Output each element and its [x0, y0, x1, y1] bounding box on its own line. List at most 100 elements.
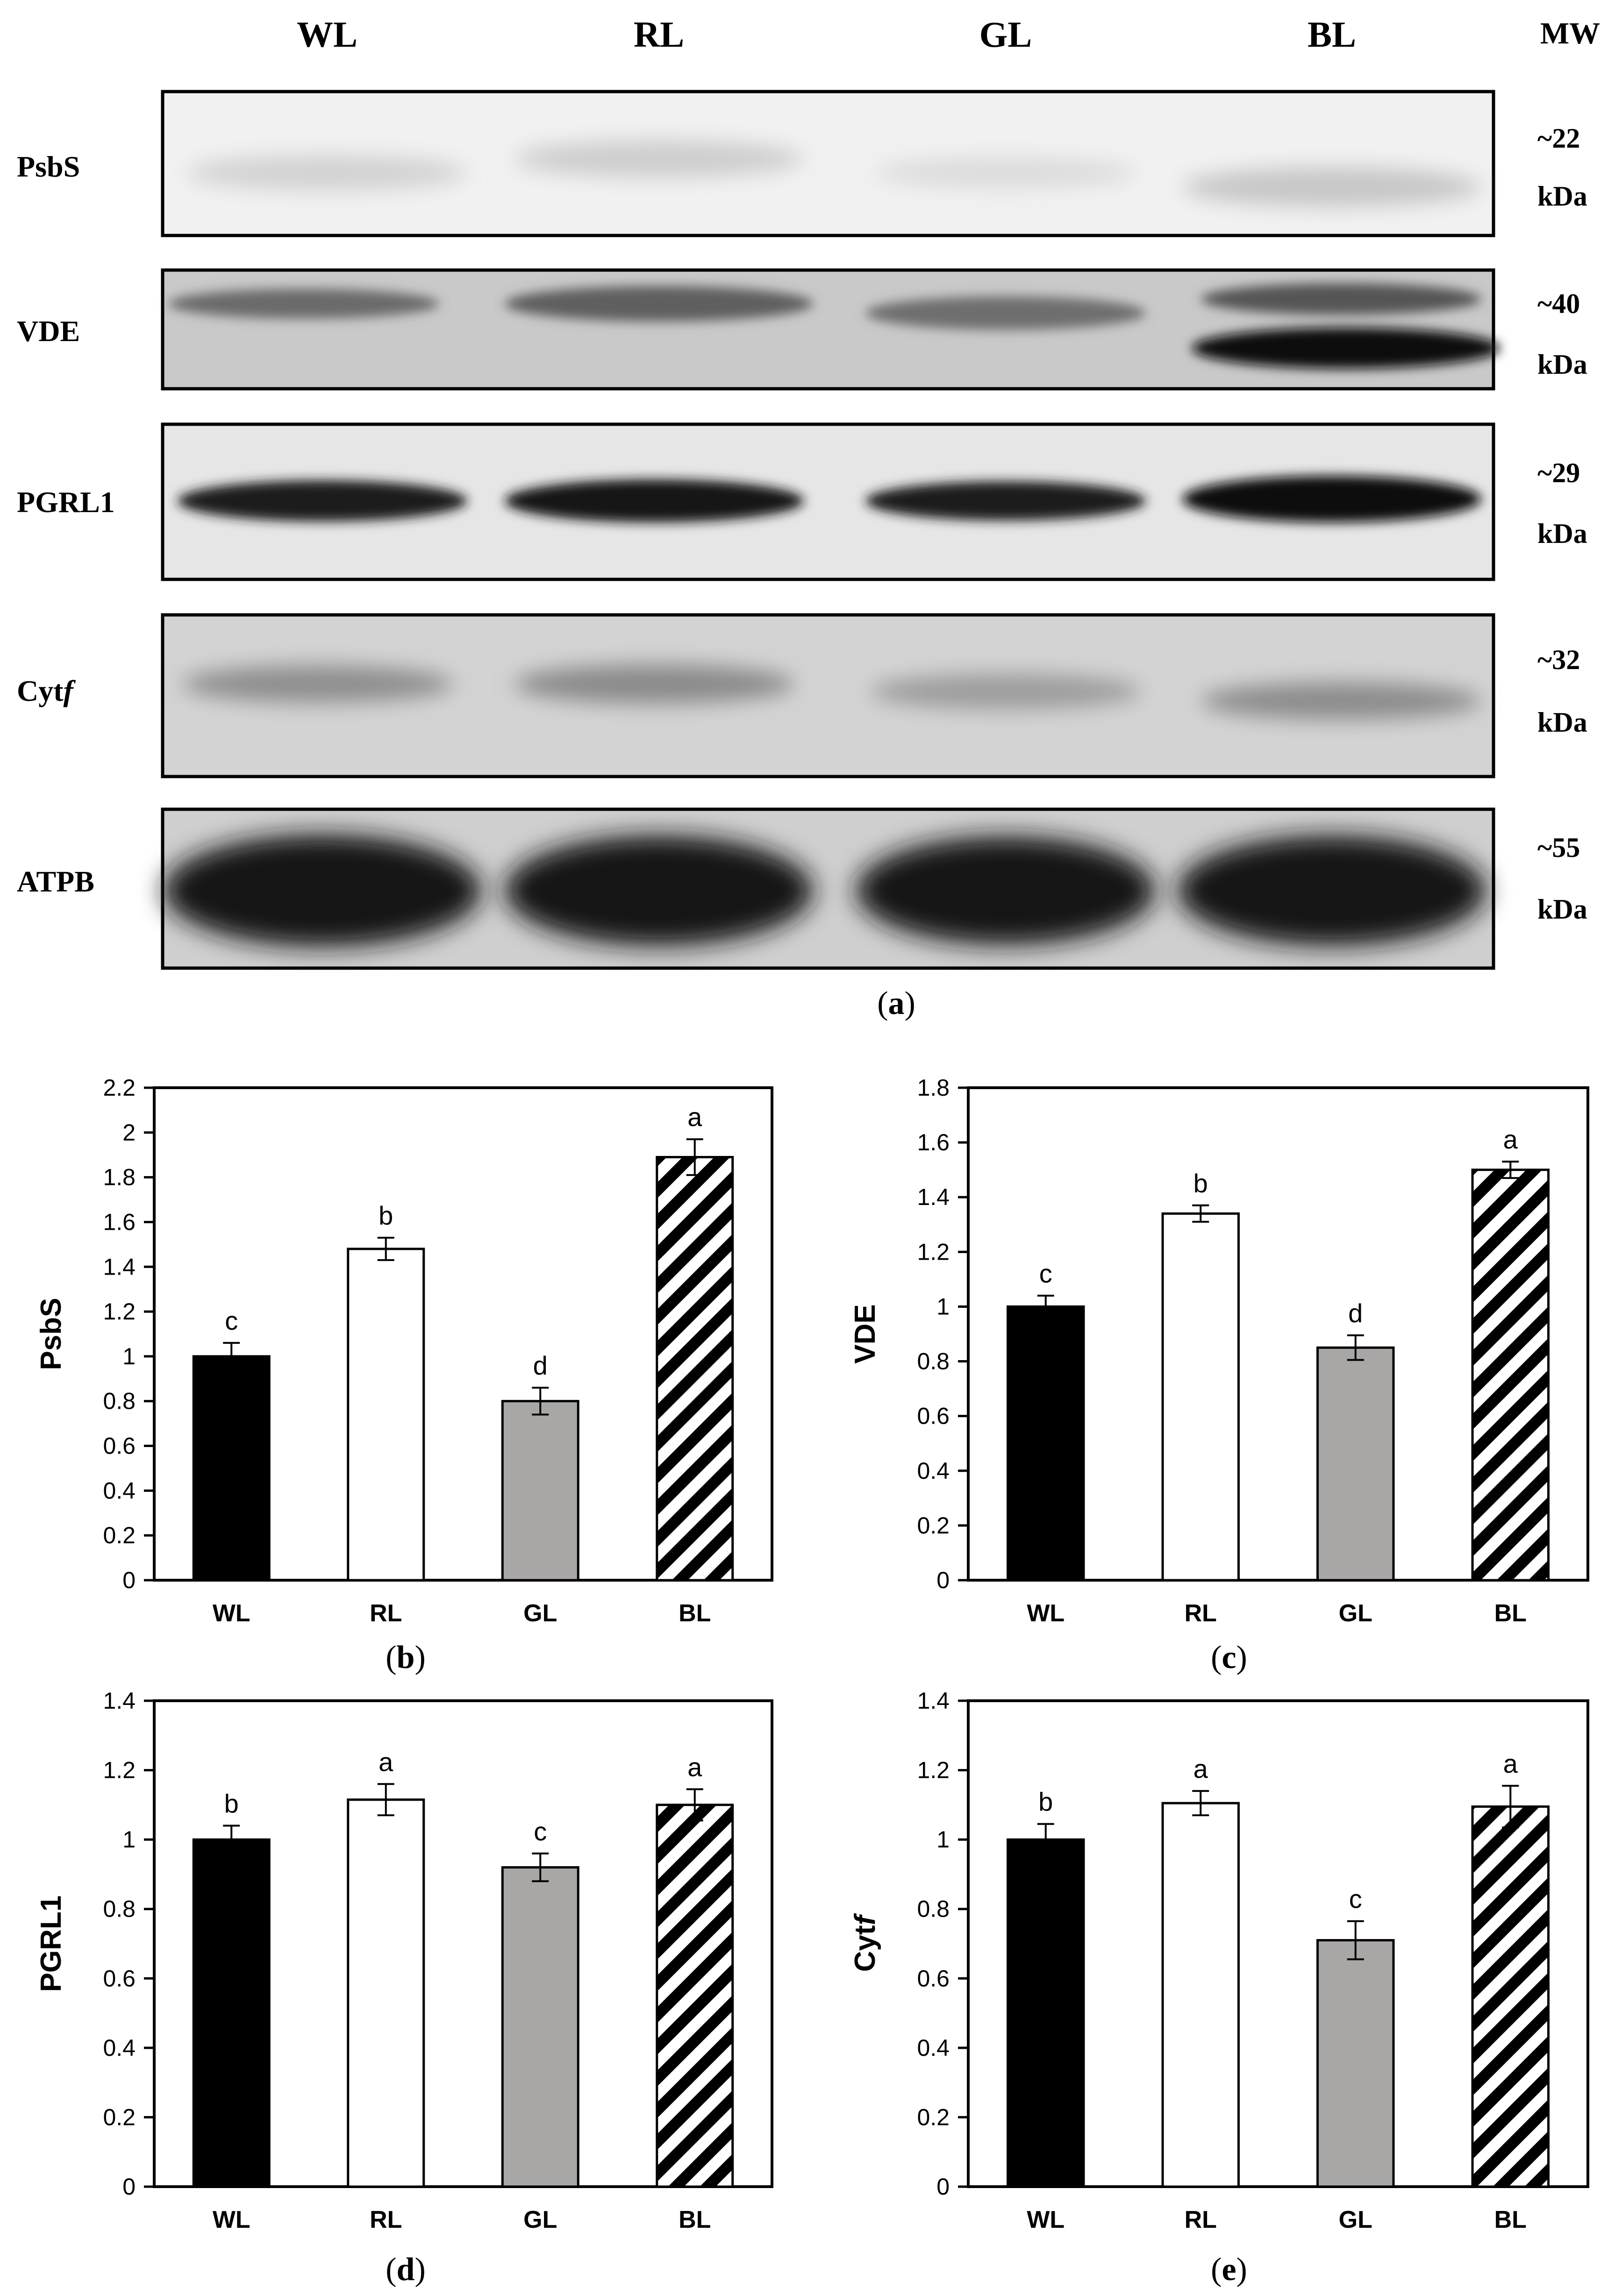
band-wl	[182, 665, 453, 703]
significance-letter: c	[1039, 1259, 1052, 1288]
row-label-atpb: ATPB	[17, 865, 94, 898]
lane-label-bl: BL	[1308, 14, 1356, 55]
x-tick-label: GL	[1339, 2206, 1372, 2233]
x-tick-label: RL	[370, 2206, 402, 2233]
y-axis-title: PGRL1	[35, 1896, 67, 1992]
bar-chart-b: 0 0.2 0.4 0.6 0.8 1 1.2 1.4 1.6 1.8 2 2.2 PsbS c WL b RL…	[35, 1075, 773, 1676]
y-tick-label: 1.2	[917, 1757, 950, 1783]
y-tick-label: 0.6	[917, 1403, 950, 1429]
significance-letter: d	[533, 1351, 548, 1380]
band-gl	[865, 296, 1146, 330]
significance-letter: d	[1348, 1298, 1363, 1328]
y-tick-label: 0.8	[917, 1348, 950, 1375]
y-tick-label: 1	[936, 1293, 950, 1319]
y-tick-label: 0.2	[917, 1512, 950, 1539]
mw-unit-pgrl1: kDa	[1537, 518, 1587, 549]
y-tick-label: 1.8	[103, 1164, 136, 1191]
blot-strip-atpb	[161, 807, 1495, 970]
mw-unit-cytf: kDa	[1537, 707, 1587, 738]
y-tick-label: 0.4	[103, 2035, 136, 2061]
x-tick-label: GL	[523, 1600, 557, 1627]
x-tick-label: GL	[523, 2206, 557, 2233]
bar-rl	[1161, 1802, 1240, 2188]
x-tick-label: WL	[213, 1600, 250, 1627]
y-tick-label: 0.4	[917, 1458, 950, 1484]
bar-bl	[1471, 1805, 1550, 2188]
x-tick-label: BL	[679, 1600, 711, 1627]
y-tick-label: 0.6	[103, 1433, 136, 1459]
band-rl	[514, 140, 804, 178]
band-bl-lower	[1192, 328, 1500, 369]
x-tick-label: WL	[1027, 2206, 1065, 2233]
plot-frame	[153, 1699, 773, 2188]
significance-letter: a	[1193, 1754, 1208, 1783]
blot-strip-vde	[161, 268, 1500, 391]
band-bl	[1178, 835, 1486, 946]
bar-charts-area: 0 0.2 0.4 0.6 0.8 1 1.2 1.4 1.6 1.8 2 2.2 PsbS c WL b RL…	[35, 1075, 1589, 2288]
significance-letter: a	[379, 1747, 393, 1776]
panel-caption-c: (c)	[1211, 1640, 1247, 1676]
x-tick-label: RL	[1185, 1600, 1217, 1627]
row-label-cytf: Cytf	[17, 674, 76, 707]
y-tick-label: 1.4	[917, 1184, 950, 1210]
panel-caption-a: (a)	[877, 985, 915, 1021]
panel-caption-b: (b)	[386, 1640, 426, 1676]
y-tick-label: 0.8	[103, 1896, 136, 1922]
mw-value-cytf: ~32	[1537, 644, 1580, 675]
bar-gl	[1316, 1939, 1395, 2188]
bar-gl	[501, 1866, 579, 2188]
row-label-psbs: PsbS	[17, 150, 80, 183]
bar-wl	[192, 1838, 271, 2188]
x-tick-label: RL	[370, 1600, 402, 1627]
y-tick-label: 1.6	[917, 1129, 950, 1155]
mw-unit-atpb: kDa	[1537, 894, 1587, 925]
significance-letter: b	[379, 1201, 393, 1230]
y-tick-label: 1	[122, 1343, 136, 1369]
y-tick-label: 1	[936, 1826, 950, 1853]
y-tick-label: 1.4	[917, 1688, 950, 1714]
y-tick-label: 0.6	[103, 1965, 136, 1991]
band-gl	[856, 836, 1155, 945]
band-gl	[865, 481, 1146, 521]
band-gl	[875, 157, 1136, 189]
significance-letter: c	[534, 1817, 547, 1846]
row-label-pgrl1: PGRL1	[17, 485, 115, 519]
band-bl-upper	[1201, 283, 1481, 315]
bar-wl	[192, 1355, 271, 1582]
lane-label-rl: RL	[634, 14, 684, 55]
band-rl	[505, 835, 813, 946]
row-label-vde: VDE	[17, 314, 80, 348]
y-tick-label: 1.8	[917, 1075, 950, 1101]
mw-value-atpb: ~55	[1537, 832, 1580, 863]
band-bl	[1182, 476, 1481, 522]
bar-gl	[501, 1400, 579, 1582]
bar-chart-d: 0 0.2 0.4 0.6 0.8 1 1.2 1.4 PGRL1 b WL a RL c GL a BL (d)	[35, 1688, 773, 2288]
x-tick-label: BL	[1494, 2206, 1527, 2233]
band-wl	[187, 155, 467, 191]
band-rl	[505, 286, 813, 321]
y-axis-title: Cytf	[849, 1913, 881, 1972]
significance-letter: b	[1038, 1787, 1053, 1817]
band-bl	[1201, 682, 1481, 720]
mw-unit-vde: kDa	[1537, 349, 1587, 380]
blot-strip-cytf	[161, 613, 1495, 778]
significance-letter: c	[1349, 1884, 1362, 1914]
y-tick-label: 0.4	[917, 2035, 950, 2061]
y-tick-label: 1.4	[103, 1254, 136, 1280]
x-tick-label: WL	[213, 2206, 250, 2233]
y-tick-label: 1.2	[103, 1757, 136, 1783]
y-tick-label: 0.2	[103, 2104, 136, 2130]
bar-rl	[347, 1248, 425, 1582]
x-tick-label: BL	[679, 2206, 711, 2233]
band-gl	[870, 674, 1141, 709]
panel-caption-d: (d)	[386, 2252, 426, 2288]
y-tick-label: 0	[122, 2174, 136, 2200]
y-tick-label: 1.6	[103, 1209, 136, 1235]
y-tick-label: 0.2	[917, 2104, 950, 2130]
y-tick-label: 0.2	[103, 1522, 136, 1548]
x-tick-label: RL	[1185, 2206, 1217, 2233]
significance-letter: a	[687, 1102, 702, 1132]
mw-value-pgrl1: ~29	[1537, 457, 1580, 488]
mw-value-psbs: ~22	[1537, 123, 1580, 154]
